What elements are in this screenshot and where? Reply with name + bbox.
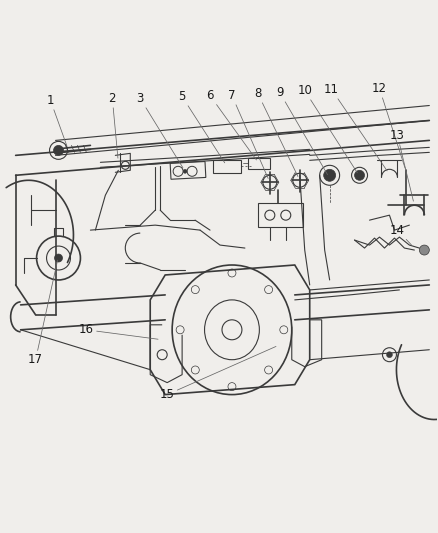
Text: 14: 14 (390, 224, 412, 245)
Text: 2: 2 (109, 92, 118, 158)
Circle shape (324, 169, 336, 181)
Text: 6: 6 (206, 89, 256, 160)
Text: 1: 1 (47, 94, 67, 147)
Text: 11: 11 (324, 83, 387, 171)
Bar (248, 158, 270, 169)
Circle shape (355, 171, 364, 180)
Text: 12: 12 (372, 82, 405, 168)
Text: 3: 3 (137, 92, 183, 168)
Bar (213, 160, 241, 173)
Circle shape (54, 254, 63, 262)
Text: 10: 10 (297, 84, 357, 173)
Text: 17: 17 (28, 260, 58, 366)
Bar (170, 161, 206, 179)
Circle shape (183, 169, 187, 173)
Text: 16: 16 (79, 324, 158, 339)
Circle shape (419, 245, 429, 255)
Circle shape (53, 146, 64, 155)
Text: 8: 8 (254, 87, 298, 176)
Text: 7: 7 (228, 89, 268, 179)
Circle shape (386, 352, 392, 358)
Bar (258, 203, 303, 227)
Text: 9: 9 (276, 86, 328, 175)
Text: 13: 13 (390, 129, 413, 201)
Text: 15: 15 (160, 346, 276, 401)
Text: 5: 5 (178, 90, 225, 163)
